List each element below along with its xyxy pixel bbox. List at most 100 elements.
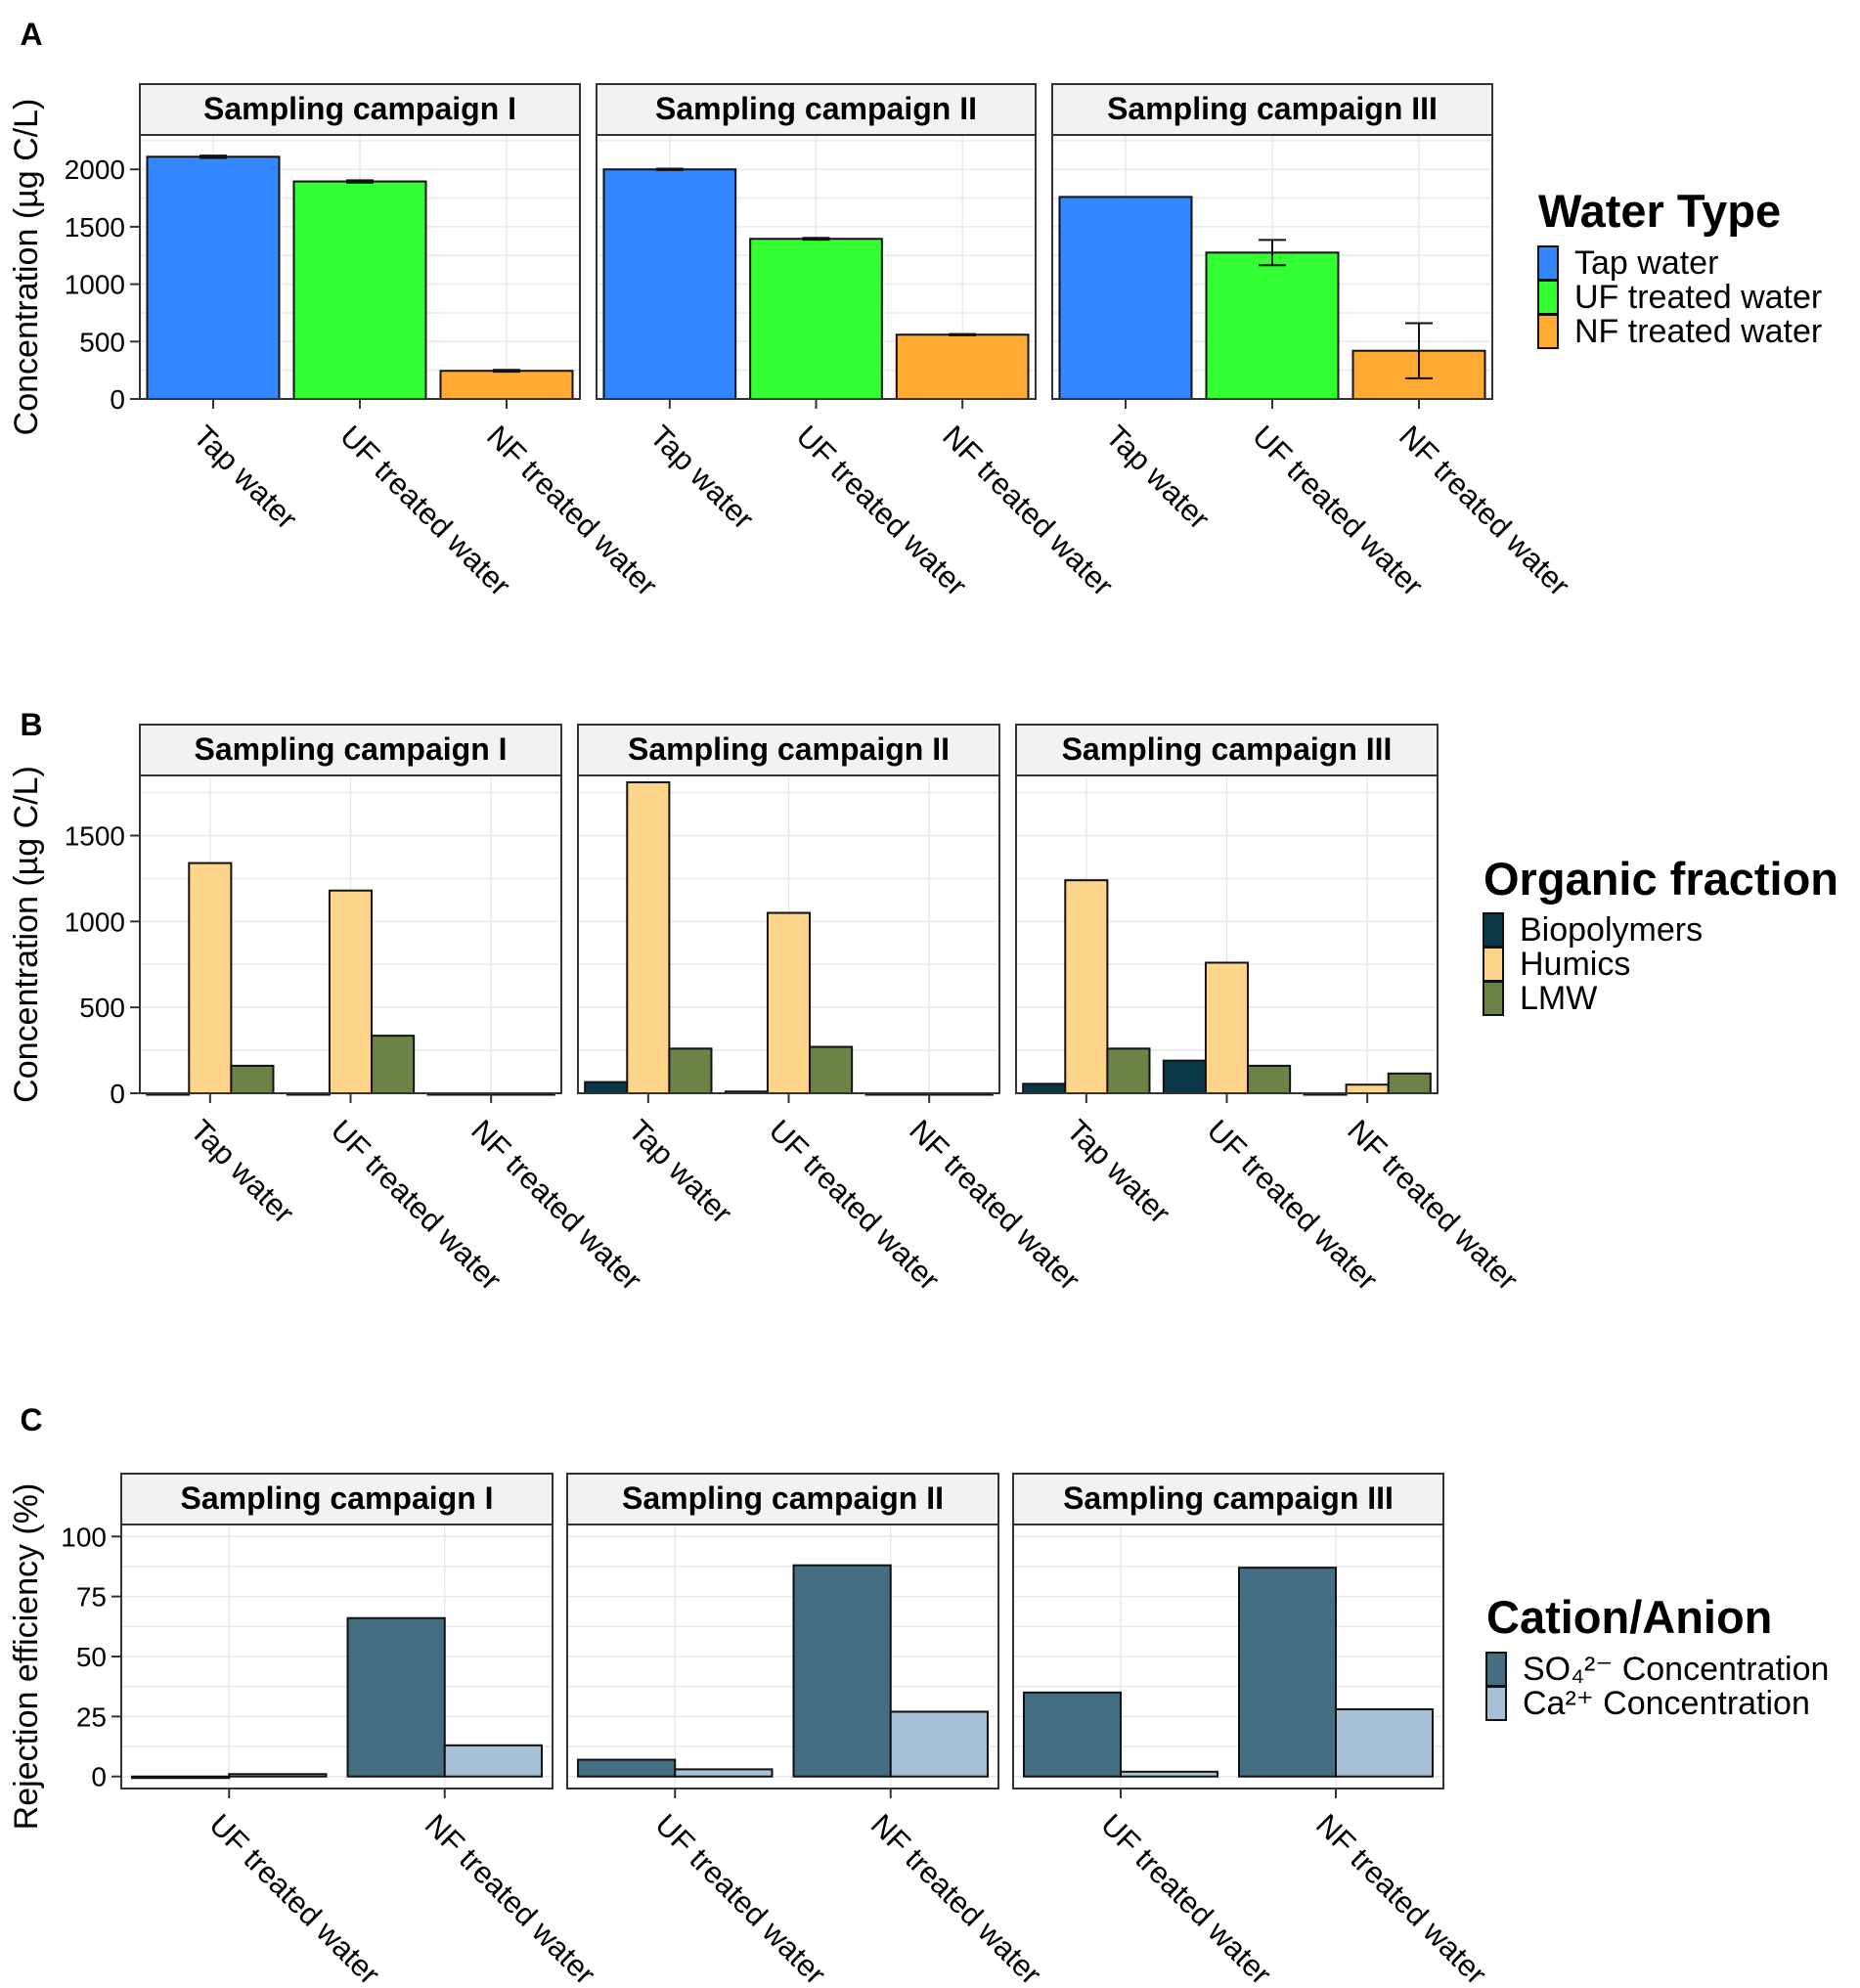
bar: [1064, 879, 1109, 1095]
legend-key: [1483, 981, 1504, 1016]
bar: [895, 333, 1030, 400]
x-tick-label: Tap water: [187, 419, 304, 536]
legend-title: Cation/Anion: [1486, 1591, 1772, 1643]
bar: [146, 155, 281, 400]
bar: [346, 1616, 446, 1778]
plot-border: [1051, 134, 1493, 400]
y-tick-label: 500: [79, 993, 125, 1023]
bar: [439, 370, 574, 401]
facet-strip: [139, 83, 581, 136]
bar: [1345, 1083, 1390, 1094]
y-tick-label: 1500: [65, 820, 125, 851]
facet-title: Sampling campaign I: [203, 91, 516, 126]
facet-title: Sampling campaign I: [194, 731, 507, 767]
y-tick-label: 500: [79, 327, 125, 357]
x-tick-label: Tap water: [643, 419, 761, 536]
x-tick-label: Tap water: [622, 1113, 739, 1230]
y-tick-label: 50: [76, 1642, 107, 1672]
y-tick-label: 2000: [65, 155, 125, 185]
bar: [602, 168, 737, 400]
x-tick-label: UF treated water: [1094, 1807, 1278, 1988]
legend-title: Organic fraction: [1484, 853, 1838, 905]
x-tick-label: UF treated water: [648, 1807, 832, 1988]
bar: [1058, 196, 1193, 400]
bar: [1238, 1567, 1337, 1778]
y-tick-label: 0: [110, 384, 125, 415]
plot-border: [596, 134, 1037, 400]
panel-a: A Concentration (µg C/L) 0 500 1000 1500 2000 S…: [8, 17, 1822, 602]
facet-strip: [566, 1473, 999, 1525]
y-axis-label: Concentration (µg C/L): [8, 99, 45, 436]
bar: [1387, 1072, 1432, 1094]
bar: [292, 180, 427, 400]
y-tick-label: 1000: [65, 906, 125, 937]
bar: [889, 1710, 989, 1778]
facet-strip: [1015, 724, 1439, 776]
y-axis-label: Concentration (µg C/L): [8, 766, 45, 1103]
bar: [809, 1045, 854, 1095]
bar: [371, 1035, 416, 1095]
bar: [1022, 1082, 1067, 1095]
legend-label: Ca²⁺ Concentration: [1523, 1685, 1810, 1722]
x-tick-label: Tap water: [1060, 1113, 1177, 1230]
bar: [1335, 1708, 1434, 1778]
bar: [1204, 961, 1250, 1095]
bar: [131, 1775, 231, 1780]
facet-title: Sampling campaign I: [180, 1480, 493, 1516]
bar: [626, 781, 671, 1094]
y-tick-label: 0: [91, 1762, 107, 1792]
bar: [1162, 1059, 1207, 1094]
y-tick-label: 25: [76, 1701, 107, 1732]
x-tick-label: Tap water: [184, 1113, 301, 1230]
bar: [230, 1064, 275, 1094]
legend-label: Tap water: [1574, 244, 1718, 282]
plot-border: [120, 1524, 554, 1789]
y-tick-label: 1000: [65, 270, 125, 300]
facet-strip: [596, 83, 1037, 136]
legend-key: [1485, 1686, 1507, 1721]
facet-strip: [1051, 83, 1493, 136]
y-tick-label: 100: [61, 1522, 107, 1552]
plot-border: [577, 774, 1000, 1094]
x-tick-label: UF treated water: [202, 1807, 386, 1988]
facet-title: Sampling campaign III: [1063, 1480, 1394, 1516]
bar: [668, 1047, 713, 1095]
y-tick-label: 75: [76, 1582, 107, 1612]
legend-label: SO₄²⁻ Concentration: [1523, 1651, 1829, 1688]
facet-3: Sampling campaign III UF treated water NF …: [1012, 1473, 1493, 1988]
plot-border: [1015, 774, 1439, 1094]
facet-1: Sampling campaign I UF treated water NF tr…: [120, 1473, 602, 1988]
bar: [674, 1768, 774, 1778]
legend-key: [1485, 1652, 1507, 1687]
plot-border: [139, 774, 562, 1094]
panel-c: C Rejection efficiency (%) 0 25 50 75 100 Sampl…: [8, 1402, 1829, 1988]
panel-b: B Concentration (µg C/L) 0 500 1000 1500 Sampl…: [8, 707, 1838, 1297]
facet-strip: [120, 1473, 554, 1525]
x-tick-label: NF treated water: [864, 1807, 1048, 1988]
bar: [792, 1564, 892, 1778]
legend-label: LMW: [1520, 980, 1597, 1017]
panel-letter: C: [20, 1402, 42, 1437]
bar: [749, 238, 883, 400]
bar: [328, 889, 374, 1094]
bar: [1023, 1691, 1122, 1778]
legend-label: NF treated water: [1574, 313, 1822, 350]
legend-label: Biopolymers: [1520, 911, 1703, 949]
facet-2: Sampling campaign II UF treated water NF t…: [566, 1473, 1048, 1988]
bar: [188, 861, 233, 1095]
bar: [443, 1744, 543, 1778]
bar: [1205, 251, 1340, 400]
bar: [577, 1758, 677, 1778]
facet-strip: [139, 724, 562, 776]
bar: [1120, 1770, 1218, 1778]
legend-label: Humics: [1520, 946, 1630, 983]
x-tick-label: Tap water: [1099, 419, 1217, 536]
plot-border: [1012, 1524, 1444, 1789]
